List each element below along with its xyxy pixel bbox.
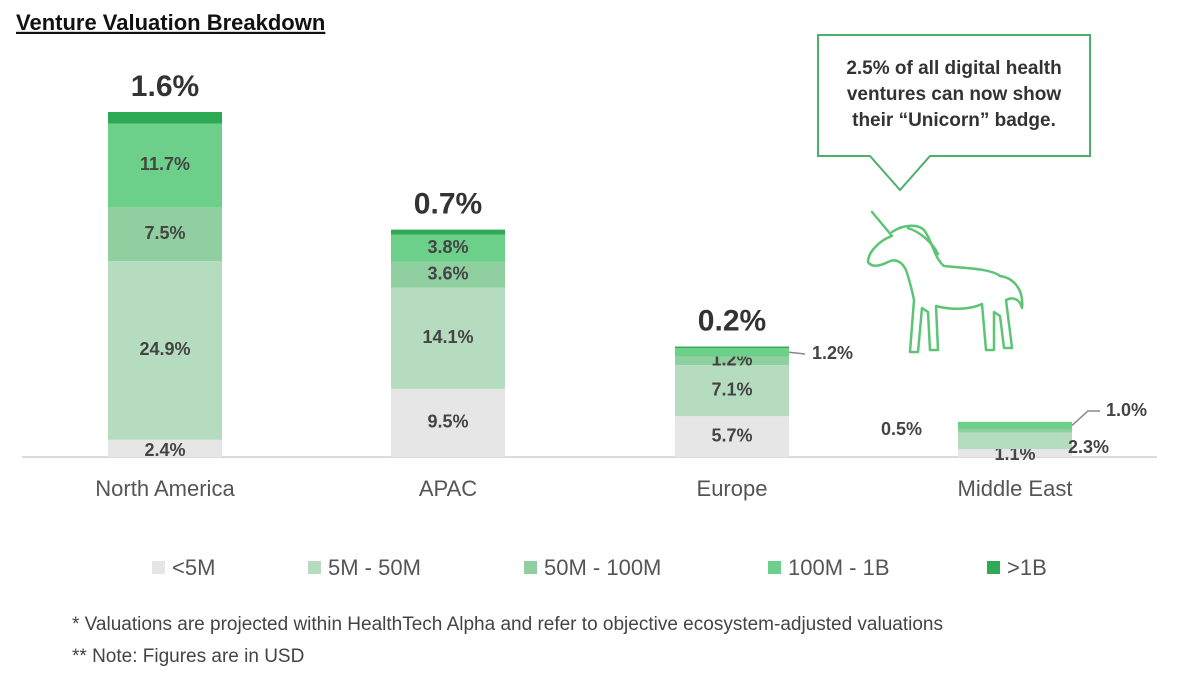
total-label: 1.6% [131, 70, 199, 103]
legend-label: <5M [172, 555, 215, 580]
bar-segment [391, 234, 505, 262]
bar-segment [108, 261, 222, 440]
bar-segment [958, 421, 1072, 430]
leader-line [1071, 410, 1100, 426]
value-label: 2.4% [144, 440, 185, 460]
value-label: 9.5% [427, 412, 468, 432]
total-label: 0.7% [414, 188, 482, 221]
bar-segment [391, 388, 505, 457]
bar-segment [675, 356, 789, 366]
legend-swatch [987, 561, 1000, 574]
value-label: 1.2% [812, 343, 853, 363]
legend-swatch [152, 561, 165, 574]
x-tick-label: Middle East [958, 476, 1073, 501]
bar-segment [391, 287, 505, 389]
bar-segment [391, 261, 505, 288]
bar-segment [958, 429, 1072, 433]
leader-line [788, 351, 806, 355]
bar-segment [391, 229, 505, 235]
legend-swatch [308, 561, 321, 574]
bar-segment [108, 207, 222, 262]
unicorn-icon [866, 210, 1024, 354]
legend-label: 5M - 50M [328, 555, 421, 580]
value-label: 5.7% [711, 425, 752, 445]
callout-box [817, 34, 1091, 192]
bar-segment [108, 112, 222, 124]
legend-swatch [524, 561, 537, 574]
footnote: ** Note: Figures are in USD [72, 646, 305, 667]
legend-label: 100M - 1B [788, 555, 890, 580]
bar-segment [958, 432, 1072, 450]
annotation: 2.5% of all digital health ventures can … [846, 58, 1062, 131]
bar-segment [675, 416, 789, 457]
value-label: 11.7% [140, 154, 190, 174]
bar-segment [108, 123, 222, 208]
value-label: 0.5% [881, 419, 922, 439]
bar-segment [675, 365, 789, 417]
footnote: * Valuations are projected within Health… [72, 614, 943, 635]
chart-title: Venture Valuation Breakdown [16, 10, 325, 35]
value-label: 2.3% [1068, 437, 1109, 457]
bar-segment [958, 449, 1072, 457]
value-label: 14.1% [422, 327, 473, 347]
bar-segment [108, 439, 222, 457]
bar-segment [675, 347, 789, 357]
value-label: 3.6% [427, 264, 468, 284]
value-label: 3.8% [427, 237, 468, 257]
value-label: 24.9% [139, 339, 190, 359]
value-label: 1.0% [1106, 400, 1147, 420]
x-tick-label: Europe [697, 476, 768, 501]
bar-segment [675, 346, 789, 348]
total-label: 0.2% [698, 304, 766, 337]
legend-label: 50M - 100M [544, 555, 661, 580]
value-label: 7.1% [711, 379, 752, 399]
legend-label: >1B [1007, 555, 1047, 580]
value-label: 7.5% [144, 223, 185, 243]
x-tick-label: North America [95, 476, 235, 501]
legend-swatch [768, 561, 781, 574]
x-tick-label: APAC [419, 476, 477, 501]
